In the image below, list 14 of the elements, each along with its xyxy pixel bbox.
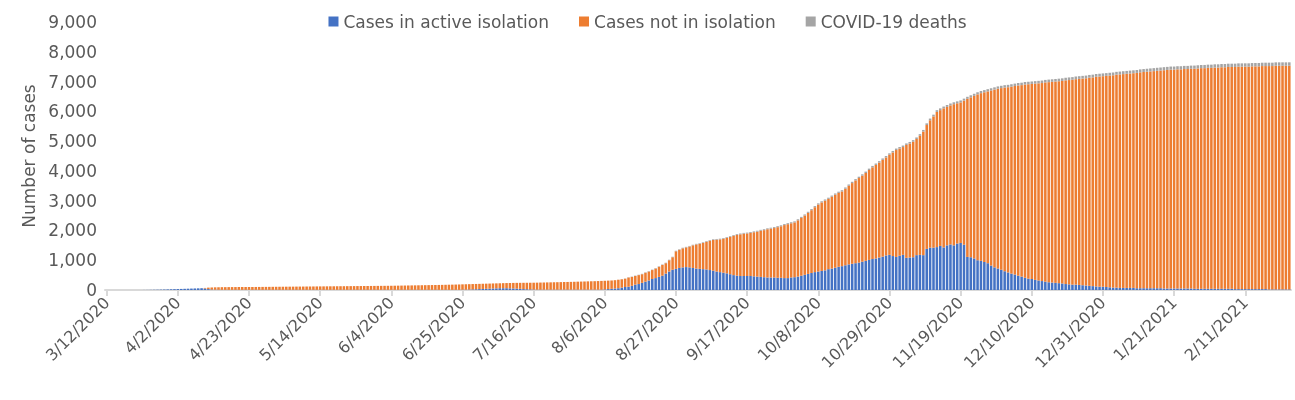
y-tick-label: 9,000 [48, 12, 97, 32]
y-tick-label: 7,000 [48, 71, 97, 92]
y-axis-title: Number of cases [18, 84, 39, 228]
y-tick-label: 0 [86, 280, 97, 300]
legend-label: Cases in active isolation [343, 11, 550, 32]
y-tick-label: 4,000 [48, 160, 97, 181]
y-tick-label: 1,000 [48, 250, 97, 271]
y-tick-label: 6,000 [48, 101, 97, 122]
y-tick-label: 8,000 [48, 41, 97, 62]
legend-label: COVID-19 deaths [820, 11, 967, 32]
legend-label: Cases not in isolation [594, 11, 776, 32]
y-tick-label: 3,000 [48, 190, 97, 211]
y-tick-label: 2,000 [48, 220, 97, 241]
y-tick-label: 5,000 [48, 131, 97, 152]
